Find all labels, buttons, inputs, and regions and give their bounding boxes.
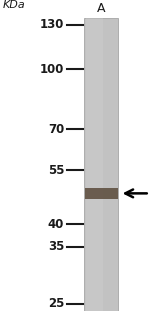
Text: KDa: KDa [3,0,26,10]
Bar [85,18,103,311]
Text: 25: 25 [48,297,64,310]
Text: 100: 100 [40,63,64,75]
Bar [84,18,118,311]
Bar [85,188,118,199]
Text: 55: 55 [48,164,64,177]
Text: A: A [97,2,105,15]
Text: 35: 35 [48,240,64,254]
Text: 40: 40 [48,218,64,231]
Text: 70: 70 [48,123,64,136]
Text: 130: 130 [40,18,64,31]
